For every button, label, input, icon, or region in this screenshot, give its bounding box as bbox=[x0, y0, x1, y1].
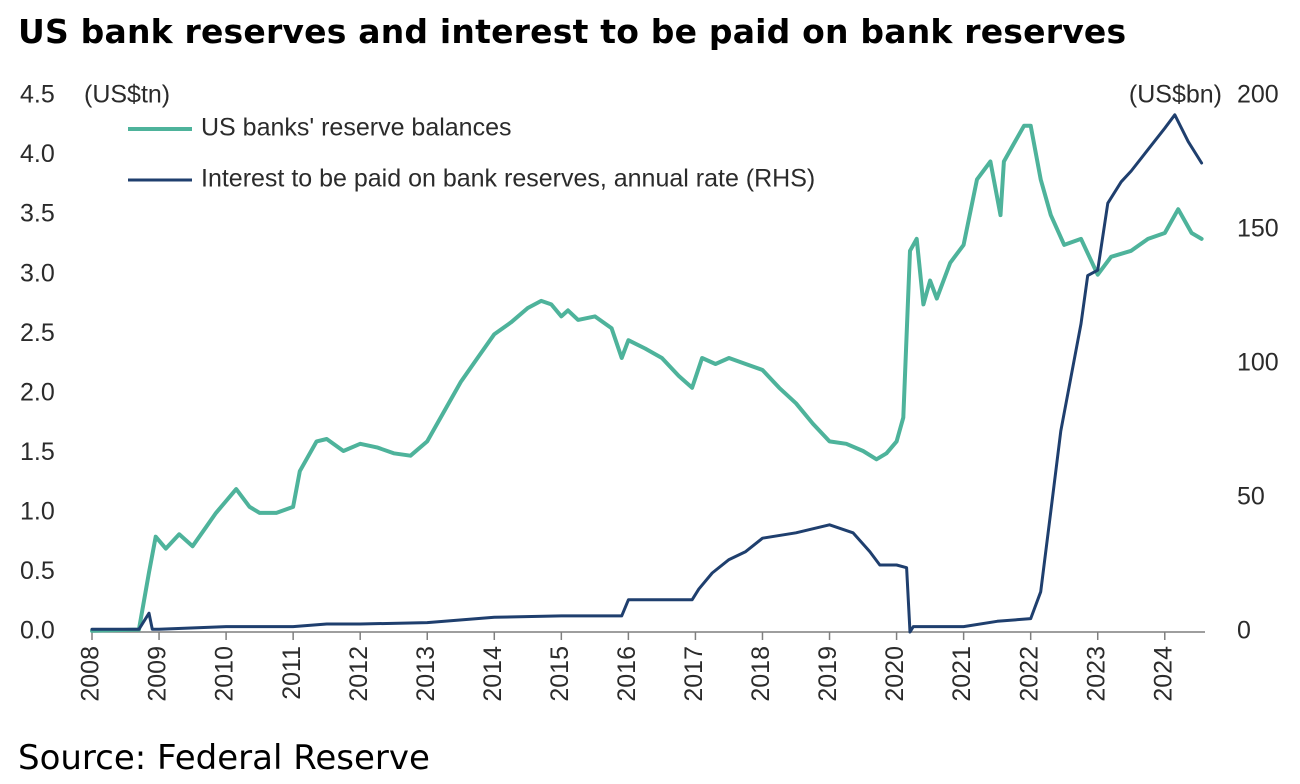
x-tick-label: 2015 bbox=[546, 646, 574, 702]
left-y-tick-label: 0.5 bbox=[20, 557, 55, 585]
left-y-tick-label: 2.5 bbox=[20, 319, 55, 347]
x-tick-label: 2013 bbox=[412, 646, 440, 702]
source-note: Source: Federal Reserve bbox=[18, 738, 430, 778]
series-layer bbox=[90, 113, 1204, 634]
x-tick-label: 2012 bbox=[345, 646, 373, 702]
left-y-tick-label: 4.5 bbox=[20, 81, 55, 109]
left-y-tick-label: 3.0 bbox=[20, 259, 55, 287]
x-tick-label: 2019 bbox=[814, 646, 842, 702]
left-axis-unit: (US$tn) bbox=[84, 81, 170, 109]
x-tick-label: 2008 bbox=[77, 646, 105, 702]
left-y-tick-label: 1.0 bbox=[20, 497, 55, 525]
legend: US banks' reserve balances Interest to be… bbox=[128, 114, 815, 193]
left-y-tick-label: 1.5 bbox=[20, 438, 55, 466]
right-y-tick-label: 150 bbox=[1237, 215, 1279, 243]
x-tick-label: 2016 bbox=[613, 646, 641, 702]
x-tick-label: 2024 bbox=[1149, 646, 1177, 702]
x-tick-label: 2010 bbox=[211, 646, 239, 702]
right-y-tick-label: 0 bbox=[1237, 617, 1251, 645]
x-tick-label: 2018 bbox=[747, 646, 775, 702]
right-y-tick-label: 50 bbox=[1237, 483, 1265, 511]
series-line-reserve-balances bbox=[90, 123, 1204, 633]
left-y-tick-label: 4.0 bbox=[20, 140, 55, 168]
right-y-tick-label: 100 bbox=[1237, 349, 1279, 377]
x-tick-label: 2020 bbox=[881, 646, 909, 702]
left-y-tick-label: 0.0 bbox=[20, 617, 55, 645]
axes: 2008 2009 2010 2011 2012 2013 2014 2015 2016 2017… bbox=[20, 81, 1279, 702]
x-tick-label: 2011 bbox=[278, 646, 306, 700]
x-tick-label: 2017 bbox=[680, 646, 708, 702]
right-y-tick-label: 200 bbox=[1237, 81, 1279, 109]
x-tick-label: 2009 bbox=[144, 646, 172, 702]
x-tick-label: 2022 bbox=[1015, 646, 1043, 702]
series-line-interest-on-reserves bbox=[90, 113, 1204, 634]
chart-title: US bank reserves and interest to be paid… bbox=[18, 12, 1127, 51]
left-y-tick-label: 2.0 bbox=[20, 378, 55, 406]
x-tick-label: 2014 bbox=[479, 646, 507, 702]
x-tick-label: 2021 bbox=[948, 646, 976, 702]
right-axis-unit: (US$bn) bbox=[1129, 81, 1222, 109]
legend-label: Interest to be paid on bank reserves, an… bbox=[201, 165, 815, 193]
x-tick-label: 2023 bbox=[1082, 646, 1110, 702]
left-y-tick-label: 3.5 bbox=[20, 200, 55, 228]
chart: 2008 2009 2010 2011 2012 2013 2014 2015 2016 2017… bbox=[20, 81, 1279, 702]
legend-label: US banks' reserve balances bbox=[201, 114, 512, 142]
